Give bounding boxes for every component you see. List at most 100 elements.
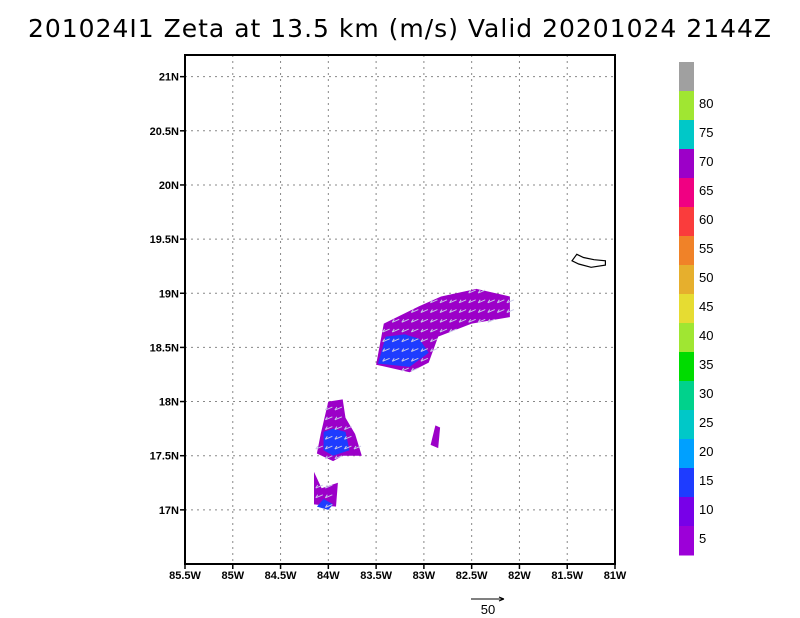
colorbar-label: 40: [699, 328, 713, 343]
wind-vector: [315, 484, 323, 489]
wind-vector: [344, 426, 352, 431]
wind-vector: [449, 309, 457, 314]
reference-vector: 50: [471, 596, 505, 617]
colorbar-segment: [679, 352, 694, 382]
wind-vector: [468, 318, 476, 323]
region-southwest-core: [316, 499, 334, 510]
wind-vector: [382, 338, 390, 343]
colorbar-segment: [679, 526, 694, 556]
colorbar-segment: [679, 91, 694, 121]
wind-vector: [334, 416, 343, 421]
wind-vector: [315, 494, 323, 499]
colorbar-segment: [679, 62, 694, 92]
colorbar-label: 5: [699, 531, 706, 546]
colorbar-label: 25: [699, 415, 713, 430]
wind-vector: [410, 338, 419, 343]
wind-vector: [420, 309, 429, 314]
wind-vector: [430, 309, 438, 314]
colorbar-label: 30: [699, 386, 713, 401]
wind-vector: [506, 309, 515, 314]
x-tick-label: 84W: [317, 570, 340, 582]
colorbar-segment: [679, 236, 694, 266]
y-tick-label: 20N: [159, 180, 179, 192]
wind-vector: [477, 289, 486, 294]
y-tick-label: 19.5N: [150, 234, 179, 246]
wind-vector: [391, 348, 400, 353]
island-shape: [571, 253, 607, 268]
grid-lines: [185, 55, 615, 564]
colorbar-label: 45: [699, 299, 713, 314]
wind-vector: [401, 357, 409, 362]
wind-vector: [430, 348, 438, 353]
x-tick-label: 85W: [221, 570, 244, 582]
wind-vector: [382, 357, 390, 362]
x-tick-label: 82.5W: [456, 570, 488, 582]
region-southwest-cell: [314, 471, 338, 507]
colorbar-label: 35: [699, 357, 713, 372]
wind-vector: [401, 338, 409, 343]
wind-vector: [334, 426, 343, 431]
wind-vectors: [315, 289, 515, 508]
colorbar-label: 80: [699, 96, 713, 111]
wind-vector: [430, 318, 438, 323]
wind-vector: [401, 318, 409, 323]
wind-vector: [324, 426, 333, 431]
wind-vector: [324, 445, 333, 450]
colorbar-segment: [679, 265, 694, 295]
wind-vector: [410, 309, 419, 314]
colorbar-segment: [679, 149, 694, 179]
wind-vector: [468, 299, 476, 304]
wind-vector: [468, 309, 476, 314]
colorbar-segment: [679, 178, 694, 208]
wind-vector: [420, 338, 429, 343]
wind-vector: [487, 318, 495, 323]
wind-vector: [477, 299, 486, 304]
colorbar-segment: [679, 323, 694, 353]
colorbar-label: 70: [699, 154, 713, 169]
wind-vector: [439, 328, 448, 333]
wind-vector: [458, 318, 467, 323]
wind-vector: [439, 299, 448, 304]
wind-vector: [324, 504, 333, 508]
wind-vector: [477, 309, 486, 314]
wind-vector: [344, 435, 352, 440]
wind-vector: [430, 299, 438, 304]
colorbar-segment: [679, 120, 694, 150]
wind-vector: [420, 348, 429, 353]
wind-vector: [506, 299, 515, 304]
plot-frame: [184, 54, 616, 565]
x-tick-label: 83W: [413, 570, 436, 582]
y-tick-label: 17N: [159, 505, 179, 517]
wind-vector: [449, 299, 457, 304]
island-outline: [571, 253, 607, 268]
wind-vector: [449, 318, 457, 323]
wind-vector: [410, 328, 419, 333]
y-tick-label: 18.5N: [150, 342, 179, 354]
x-tick-label: 81W: [604, 570, 627, 582]
wind-vector: [334, 406, 343, 411]
colorbar-segment: [679, 294, 694, 324]
wind-vector: [334, 445, 343, 450]
y-tick-label: 19N: [159, 288, 179, 300]
colorbar-segment: [679, 207, 694, 237]
wind-vector: [315, 445, 323, 450]
wind-vector: [410, 348, 419, 353]
reference-vector-head: [498, 596, 505, 602]
wind-vector: [420, 328, 429, 333]
wind-vector: [382, 328, 390, 333]
y-tick-label: 17.5N: [150, 451, 179, 463]
wind-vector: [410, 318, 419, 323]
axis-ticks: 85.5W 85W 84.5W 84W 83.5W 83W 82.5W 82W 81.5W 81W…: [150, 72, 627, 582]
wind-vector: [458, 309, 467, 314]
wind-vector: [391, 338, 400, 343]
x-tick-label: 81.5W: [551, 570, 583, 582]
colorbar-label: 20: [699, 444, 713, 459]
wind-vector: [420, 357, 429, 362]
wind-vector: [477, 318, 486, 323]
wind-vector: [439, 318, 448, 323]
wind-vector: [353, 445, 362, 450]
region-small-cell: [430, 425, 441, 449]
wind-vector: [430, 338, 438, 343]
wind-vector: [401, 328, 409, 333]
